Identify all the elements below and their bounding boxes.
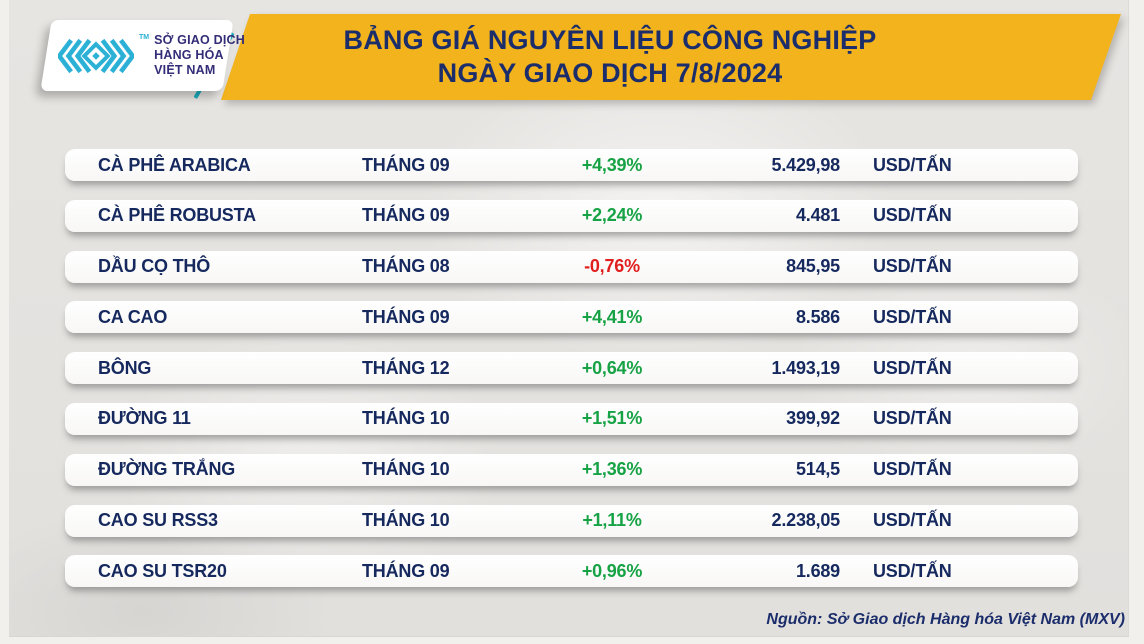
contract-month: THÁNG 08 <box>362 256 450 277</box>
price-unit: USD/TẤN <box>873 306 952 327</box>
trademark-symbol: TM <box>139 34 150 41</box>
commodity-name: ĐƯỜNG TRẮNG <box>98 459 236 480</box>
source-credit: Nguồn: Sở Giao dịch Hàng hóa Việt Nam (M… <box>766 611 1125 628</box>
table-row: CAO SU RSS3 THÁNG 10 +1,11% 2.238,05 USD… <box>65 504 1078 537</box>
title-banner: BẢNG GIÁ NGUYÊN LIỆU CÔNG NGHIỆP NGÀY GI… <box>221 14 1121 100</box>
price-unit: USD/TẤN <box>873 408 952 429</box>
commodity-name: CA CAO <box>98 306 168 327</box>
mxv-logo-plate: TM SỞ GIAO DỊCH HÀNG HÓA VIỆT NAM <box>40 20 245 91</box>
percent-change: +4,39% <box>581 154 643 175</box>
price-unit: USD/TẤN <box>873 205 952 226</box>
price-unit: USD/TẤN <box>873 560 952 581</box>
contract-month: THÁNG 09 <box>362 306 450 327</box>
price-value: 1.493,19 <box>771 357 841 378</box>
percent-change: +0,64% <box>581 357 643 378</box>
table-row: CA CAO THÁNG 09 +4,41% 8.586 USD/TẤN <box>65 301 1078 334</box>
price-unit: USD/TẤN <box>873 357 952 378</box>
page-title: BẢNG GIÁ NGUYÊN LIỆU CÔNG NGHIỆP NGÀY GI… <box>250 14 970 100</box>
title-line-2: NGÀY GIAO DỊCH 7/8/2024 <box>437 58 783 88</box>
percent-change: -0,76% <box>584 256 640 277</box>
logo-org-line-3: VIỆT NAM <box>154 63 216 78</box>
table-row: CAO SU TSR20 THÁNG 09 +0,96% 1.689 USD/T… <box>65 555 1078 588</box>
percent-change: +1,36% <box>581 459 643 480</box>
header: BẢNG GIÁ NGUYÊN LIỆU CÔNG NGHIỆP NGÀY GI… <box>0 0 1144 130</box>
logo-org-line-2: HÀNG HÓA <box>154 47 224 62</box>
title-line-1: BẢNG GIÁ NGUYÊN LIỆU CÔNG NGHIỆP <box>343 24 877 55</box>
table-row: CÀ PHÊ ROBUSTA THÁNG 09 +2,24% 4.481 USD… <box>65 199 1078 232</box>
contract-month: THÁNG 09 <box>362 154 450 175</box>
table-row: CÀ PHÊ ARABICA THÁNG 09 +4,39% 5.429,98 … <box>65 149 1078 181</box>
price-value: 1.689 <box>795 560 840 581</box>
commodity-name: CÀ PHÊ ROBUSTA <box>98 205 256 226</box>
mxv-logo: TM SỞ GIAO DỊCH HÀNG HÓA VIỆT NAM <box>46 20 245 91</box>
table-row: DẦU CỌ THÔ THÁNG 08 -0,76% 845,95 USD/TẤ… <box>65 250 1078 283</box>
percent-change: +4,41% <box>581 306 643 327</box>
contract-month: THÁNG 09 <box>362 560 450 581</box>
percent-change: +0,96% <box>581 560 643 581</box>
price-value: 5.429,98 <box>771 154 841 175</box>
commodity-name: CÀ PHÊ ARABICA <box>98 154 251 175</box>
price-value: 4.481 <box>795 205 840 226</box>
table-row: ĐƯỜNG 11 THÁNG 10 +1,51% 399,92 USD/TẤN <box>65 402 1078 435</box>
price-value: 2.238,05 <box>771 510 841 531</box>
contract-month: THÁNG 10 <box>362 459 450 480</box>
price-value: 845,95 <box>786 256 840 277</box>
table-row: ĐƯỜNG TRẮNG THÁNG 10 +1,36% 514,5 USD/TẤ… <box>65 453 1078 486</box>
percent-change: +1,11% <box>582 510 642 531</box>
logo-org-name: SỞ GIAO DỊCH HÀNG HÓA VIỆT NAM <box>154 33 245 79</box>
price-unit: USD/TẤN <box>873 154 952 175</box>
price-unit: USD/TẤN <box>873 510 952 531</box>
price-table: CÀ PHÊ ARABICA THÁNG 09 +4,39% 5.429,98 … <box>65 149 1078 588</box>
price-value: 514,5 <box>795 459 840 480</box>
commodity-name: CAO SU RSS3 <box>98 510 218 531</box>
commodity-name: BÔNG <box>98 357 152 378</box>
commodity-name: DẦU CỌ THÔ <box>98 256 210 277</box>
contract-month: THÁNG 10 <box>362 408 450 429</box>
price-unit: USD/TẤN <box>873 459 952 480</box>
percent-change: +1,51% <box>581 408 643 429</box>
logo-org-line-1: SỞ GIAO DỊCH <box>154 32 245 47</box>
contract-month: THÁNG 12 <box>362 357 450 378</box>
contract-month: THÁNG 10 <box>362 510 450 531</box>
commodity-name: ĐƯỜNG 11 <box>98 408 191 429</box>
commodity-name: CAO SU TSR20 <box>98 560 227 581</box>
price-value: 399,92 <box>786 408 840 429</box>
mxv-chevron-diamond-icon <box>58 38 134 73</box>
percent-change: +2,24% <box>581 205 643 226</box>
table-row: BÔNG THÁNG 12 +0,64% 1.493,19 USD/TẤN <box>65 352 1078 385</box>
price-unit: USD/TẤN <box>873 256 952 277</box>
price-value: 8.586 <box>795 306 840 327</box>
contract-month: THÁNG 09 <box>362 205 450 226</box>
